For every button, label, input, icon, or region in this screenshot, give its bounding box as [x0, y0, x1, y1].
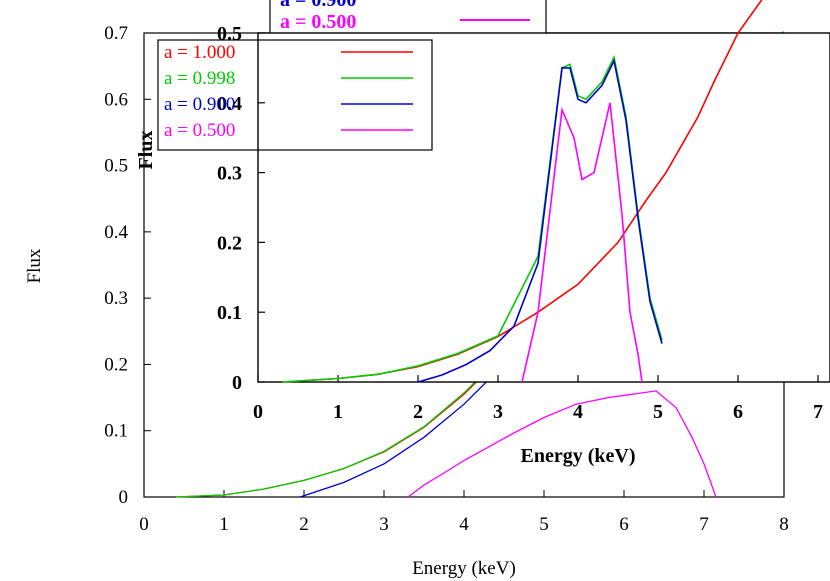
inset-y-tick-label: 0 — [232, 372, 242, 394]
main-x-tick-label: 5 — [539, 514, 549, 535]
inset-x-tick-label: 7 — [813, 401, 823, 423]
inset-series — [281, 0, 763, 383]
main-x-tick-label: 7 — [699, 514, 709, 535]
inset-y-tick-label: 0.3 — [217, 163, 242, 185]
main-legend: a = 1.000 a = 0.998 a = 0.900 a = 0.500 — [157, 39, 433, 151]
legend-entry-label: a = 1.000 — [164, 42, 235, 63]
inset-y-tick-label: 0.1 — [217, 302, 242, 324]
inset-series-line — [521, 102, 643, 383]
main-x-tick-label: 2 — [299, 514, 309, 535]
inset-x-tick-label: 0 — [253, 401, 263, 423]
inset-y-axis-label: Flux — [135, 131, 157, 170]
main-series-line — [407, 390, 717, 498]
inset-y-tick-label: 0.2 — [217, 232, 242, 254]
inset-x-tick-label: 4 — [573, 401, 583, 423]
main-y-tick-label: 0.3 — [104, 288, 128, 309]
legend-entry-label: a = 0.998 — [164, 68, 235, 89]
main-x-tick-label: 8 — [779, 514, 789, 535]
main-y-ticks: 0 0.1 0.2 0.3 0.4 0.5 0.6 0.7 — [104, 23, 151, 508]
main-x-tick-label: 1 — [219, 514, 229, 535]
inset-y-tick-label: 0.4 — [217, 93, 242, 115]
main-x-tick-label: 6 — [619, 514, 629, 535]
main-x-tick-label: 0 — [139, 514, 149, 535]
background-legend-label: a = 0.500 — [280, 11, 356, 33]
main-x-tick-label: 4 — [459, 514, 469, 535]
main-y-axis-label: Flux — [24, 248, 45, 283]
inset-x-ticks: 0 1 2 3 4 5 6 7 — [253, 375, 823, 423]
inset-x-tick-label: 6 — [733, 401, 743, 423]
inset-x-axis-label: Energy (keV) — [521, 445, 636, 467]
inset-x-tick-label: 2 — [413, 401, 423, 423]
legend-entry-label: a = 0.900 — [164, 94, 235, 115]
inset-x-tick-label: 3 — [493, 401, 503, 423]
main-legend-frame — [157, 39, 433, 151]
main-y-tick-label: 0.6 — [104, 89, 128, 110]
main-y-tick-label: 0 — [119, 487, 129, 508]
legend-entry-label: a = 0.500 — [164, 120, 235, 141]
inset-x-tick-label: 5 — [653, 401, 663, 423]
background-legend: a = 0.900 a = 0.500 — [269, 0, 547, 37]
main-x-ticks: 0 1 2 3 4 5 6 7 8 — [139, 490, 789, 535]
main-y-tick-label: 0.2 — [104, 354, 128, 375]
main-x-axis-label: Energy (keV) — [412, 558, 516, 579]
inset-series-line — [417, 58, 663, 383]
main-x-tick-label: 3 — [379, 514, 389, 535]
background-legend-label: a = 0.900 — [280, 0, 356, 11]
inset-x-tick-label: 1 — [333, 401, 343, 423]
main-y-tick-label: 0.1 — [104, 421, 128, 442]
main-y-tick-label: 0.5 — [104, 156, 128, 177]
main-y-tick-label: 0.4 — [104, 222, 128, 243]
main-y-tick-label: 0.7 — [104, 23, 128, 44]
